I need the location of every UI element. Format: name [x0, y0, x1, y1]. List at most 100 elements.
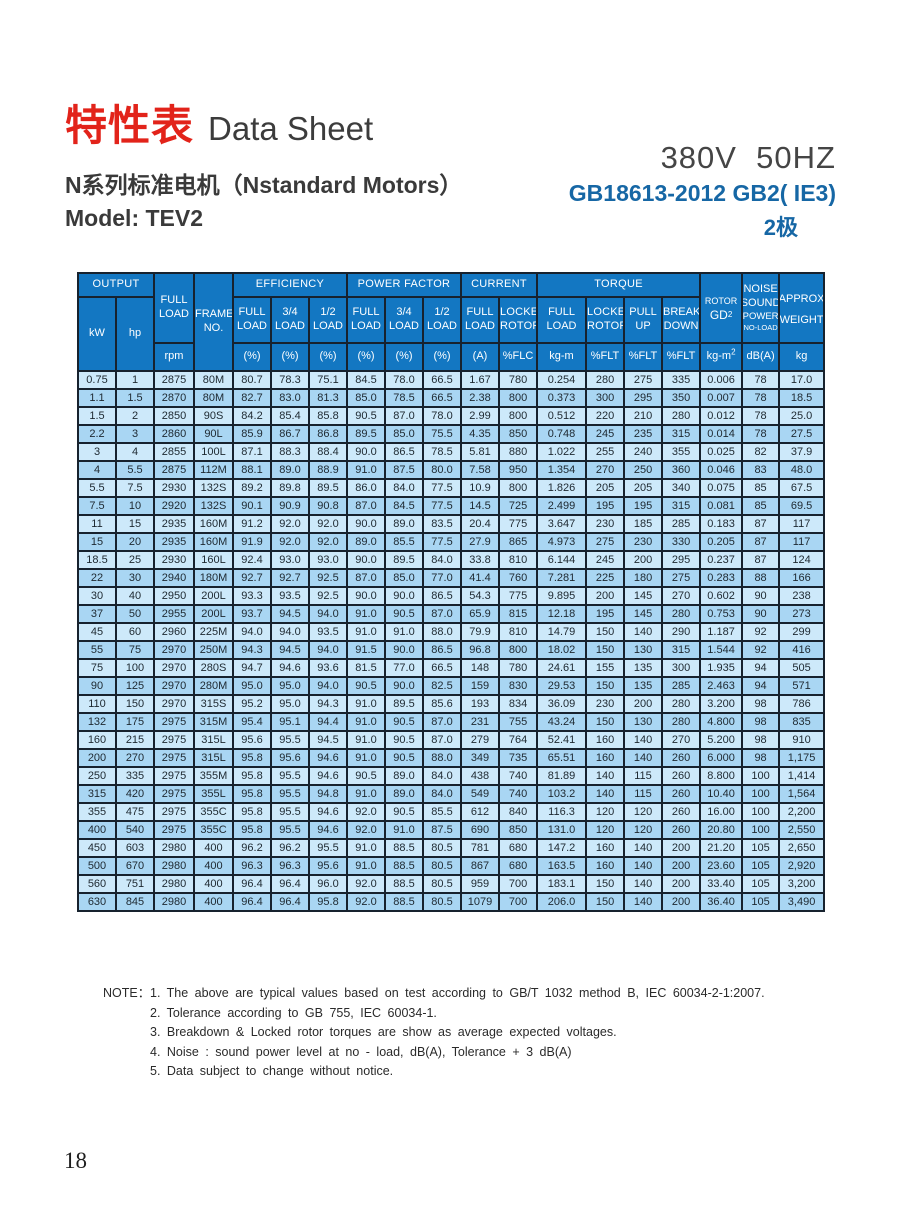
cell: 95.1	[270, 712, 310, 732]
cell: 95.2	[232, 694, 272, 714]
cell: 2975	[153, 712, 195, 732]
cell: 8.800	[699, 766, 744, 786]
cell: 835	[778, 712, 826, 732]
cell: 80.0	[422, 460, 462, 480]
cell: 1.544	[699, 640, 744, 660]
cell: 2975	[153, 784, 195, 804]
col-tq-locked: LOCKED ROTOR	[585, 296, 626, 344]
cell: 30	[77, 586, 117, 606]
cell: 132S	[193, 478, 234, 498]
cell: 41.4	[460, 568, 500, 588]
cell: 83.5	[422, 514, 462, 534]
cell: 11	[77, 514, 117, 534]
cell: 2980	[153, 856, 195, 876]
cell: 36.09	[536, 694, 588, 714]
standard-spec: GB18613-2012 GB2( IE3)	[568, 180, 836, 206]
table-row: 355 475 2975 355C 95.8 95.5 94.6 92.0 90.5 85.5 61…	[77, 802, 826, 822]
cell: 780	[497, 370, 539, 390]
col-kw: kW	[77, 296, 117, 372]
table-row: 160 215 2975 315L 95.6 95.5 94.5 91.0 90.5 87.0 27…	[77, 730, 826, 750]
cell: 90.9	[270, 496, 310, 516]
cell: 2970	[153, 694, 195, 714]
cell: 1.5	[77, 406, 117, 426]
cell: 155	[585, 658, 626, 678]
cell: 2855	[153, 442, 195, 462]
cell: 315L	[193, 730, 234, 750]
cell: 81.89	[536, 766, 588, 786]
cell: 185	[623, 514, 664, 534]
cell: 52.41	[536, 730, 588, 750]
cell: 95.8	[232, 784, 272, 804]
cell: 135	[623, 676, 664, 696]
table-row: 630 845 2980 400 96.4 96.4 95.8 92.0 88.5 80.5 107…	[77, 892, 826, 912]
cell: 50	[115, 604, 155, 624]
cell: 815	[497, 604, 539, 624]
cell: 349	[460, 748, 500, 768]
cell: 95.8	[232, 820, 272, 840]
cell: 250M	[193, 640, 234, 660]
cell: 1.935	[699, 658, 744, 678]
col-group-current: CURRENT	[459, 272, 539, 298]
cell: 315L	[193, 748, 234, 768]
cell: 90	[741, 604, 781, 624]
cell: 300	[585, 388, 626, 408]
cell: 120	[623, 820, 664, 840]
poles-spec: 2极	[763, 215, 798, 240]
cell: 280	[585, 370, 626, 390]
cell: 5.5	[77, 478, 117, 498]
cell: 87.0	[384, 406, 424, 426]
cell: 205	[585, 478, 626, 498]
cell: 95.6	[308, 856, 348, 876]
cell: 91.0	[346, 604, 386, 624]
cell: 3.647	[536, 514, 588, 534]
cell: 680	[497, 856, 539, 876]
series-subtitle: N系列标准电机（Nstandard Motors）	[65, 172, 463, 198]
cell: 33.8	[460, 550, 500, 570]
cell: 92.5	[308, 586, 348, 606]
table-row: 5.5 7.5 2930 132S 89.2 89.8 89.5 86.0 84.0 77.5 10…	[77, 478, 826, 498]
cell: 2,920	[778, 856, 826, 876]
cell: 10.40	[699, 784, 744, 804]
cell: 86.5	[422, 586, 462, 606]
cell: 160	[77, 730, 117, 750]
cell: 549	[460, 784, 500, 804]
cell: 84.5	[384, 496, 424, 516]
unit-noise: dB(A)	[741, 342, 781, 372]
cell: 66.5	[422, 658, 462, 678]
cell: 100L	[193, 442, 234, 462]
cell: 20.4	[460, 514, 500, 534]
cell: 88.5	[384, 874, 424, 894]
cell: 6.144	[536, 550, 588, 570]
cell: 91.2	[232, 514, 272, 534]
cell: 4	[115, 442, 155, 462]
table-row: 18.5 25 2930 160L 92.4 93.0 93.0 90.0 89.5 84.0 33…	[77, 550, 826, 570]
noise-stack: NOISE SOUND POWER NO-LOAD	[744, 279, 777, 337]
cell: 105	[741, 874, 781, 894]
cell: 2.2	[77, 424, 117, 444]
approx-weight-stack: APPROX WEIGHT	[781, 289, 822, 328]
cell: 96.4	[232, 874, 272, 894]
cell: 810	[497, 550, 539, 570]
cell: 10	[115, 496, 155, 516]
cell: 950	[497, 460, 539, 480]
cell: 355L	[193, 784, 234, 804]
cell: 85	[741, 496, 781, 516]
cell: 92.5	[308, 568, 348, 588]
cell: 90.8	[308, 496, 348, 516]
unit-tq-full: kg-m	[536, 342, 588, 372]
cell: 95.5	[270, 802, 310, 822]
cell: 103.2	[536, 784, 588, 804]
table-row: 3 4 2855 100L 87.1 88.3 88.4 90.0 86.5 78.5 5.81 88…	[77, 442, 826, 462]
cell: 1.5	[115, 388, 155, 408]
cell: 82	[741, 442, 781, 462]
cell: 89.5	[308, 478, 348, 498]
cell: 160M	[193, 514, 234, 534]
cell: 865	[497, 532, 539, 552]
table-row: 11 15 2935 160M 91.2 92.0 92.0 90.0 89.0 83.5 20.4…	[77, 514, 826, 534]
cell: 670	[115, 856, 155, 876]
cell: 2940	[153, 568, 195, 588]
cell: 87.5	[384, 460, 424, 480]
cell: 315	[661, 496, 702, 516]
cell: 2980	[153, 874, 195, 894]
col-eff-34: 3/4 LOAD	[270, 296, 310, 344]
